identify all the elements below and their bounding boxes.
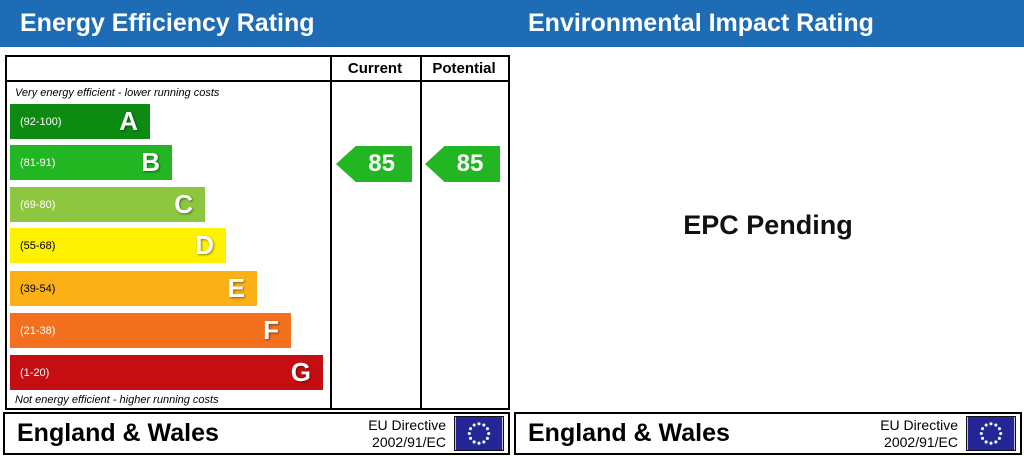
- band-c: (69-80) C: [10, 187, 205, 222]
- potential-rating-value: 85: [456, 150, 484, 177]
- footer-left: England & Wales EU Directive 2002/91/EC: [3, 412, 510, 455]
- eu-directive-line1: EU Directive: [880, 416, 958, 433]
- band-g-letter: G: [290, 357, 311, 387]
- eu-directive-label: EU Directive 2002/91/EC: [368, 417, 446, 451]
- band-c-range: (69-80): [20, 198, 56, 211]
- band-d-range: (55-68): [20, 239, 56, 252]
- band-a-letter: A: [119, 106, 138, 136]
- eu-directive-line1: EU Directive: [368, 416, 446, 433]
- band-e-letter: E: [227, 273, 245, 303]
- band-b: (81-91) B: [10, 145, 172, 180]
- potential-rating-arrow: 85: [425, 146, 500, 182]
- eu-directive-line2: 2002/91/EC: [372, 433, 446, 450]
- band-e: (39-54) E: [10, 271, 257, 306]
- region-label: England & Wales: [17, 419, 219, 447]
- band-a: (92-100) A: [10, 104, 150, 139]
- eu-flag-icon: [966, 416, 1016, 451]
- eu-flag-icon: [454, 416, 504, 451]
- energy-rating-chart: Current Potential Very energy efficient …: [5, 55, 510, 410]
- current-column-header: Current: [347, 60, 403, 77]
- band-d: (55-68) D: [10, 228, 226, 263]
- current-rating-value: 85: [368, 150, 395, 177]
- efficient-note: Very energy efficient - lower running co…: [15, 87, 220, 99]
- eu-directive-line2: 2002/91/EC: [884, 433, 958, 450]
- eu-directive-label: EU Directive 2002/91/EC: [880, 417, 958, 451]
- band-f-letter: F: [263, 315, 279, 345]
- band-b-range: (81-91): [20, 156, 56, 169]
- potential-column-header: Potential: [432, 60, 496, 77]
- energy-efficiency-title: Energy Efficiency Rating: [20, 9, 315, 37]
- band-g-range: (1-20): [20, 366, 50, 379]
- footer-right: England & Wales EU Directive 2002/91/EC: [514, 412, 1022, 455]
- band-f: (21-38) F: [10, 313, 291, 348]
- band-a-range: (92-100): [20, 115, 62, 128]
- band-f-range: (21-38): [20, 324, 56, 337]
- current-rating-arrow: 85: [336, 146, 412, 182]
- epc-pending-message: EPC Pending: [683, 210, 853, 240]
- region-label: England & Wales: [528, 419, 730, 447]
- column-divider: [420, 57, 422, 408]
- band-c-letter: C: [174, 189, 193, 219]
- column-divider: [330, 57, 332, 408]
- band-g: (1-20) G: [10, 355, 323, 390]
- band-b-letter: B: [141, 147, 160, 177]
- environmental-impact-title: Environmental Impact Rating: [528, 9, 874, 37]
- band-e-range: (39-54): [20, 282, 56, 295]
- inefficient-note: Not energy efficient - higher running co…: [15, 394, 219, 406]
- band-d-letter: D: [195, 230, 214, 260]
- header-row-divider: [7, 80, 508, 82]
- header-bar: Energy Efficiency Rating Environmental I…: [0, 0, 1024, 47]
